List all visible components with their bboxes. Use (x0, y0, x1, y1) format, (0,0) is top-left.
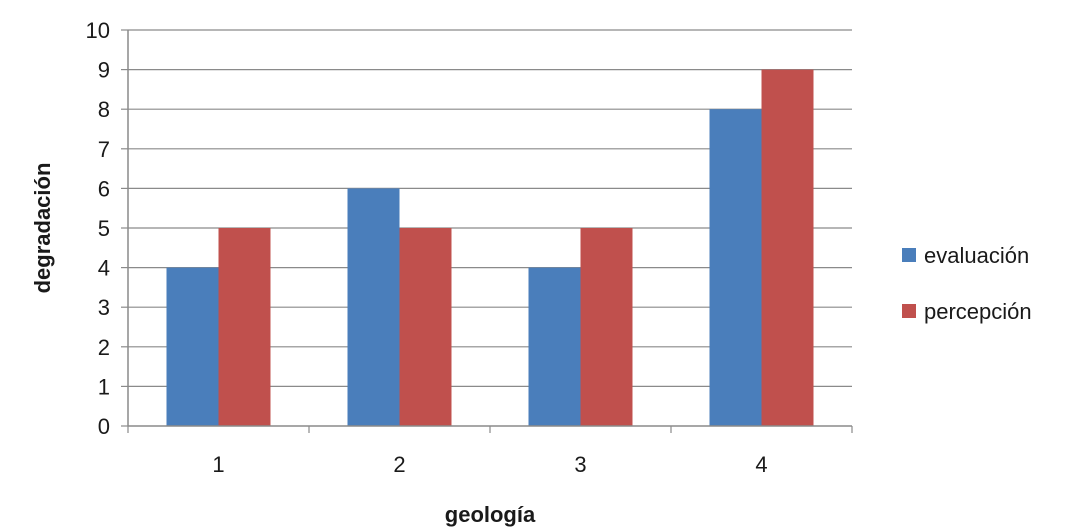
y-tick-label: 2 (98, 335, 110, 360)
x-tick-label: 2 (393, 452, 405, 477)
bar-evaluacion-4 (709, 109, 762, 426)
y-tick-label: 0 (98, 414, 110, 439)
x-tick-label: 3 (574, 452, 586, 477)
bar-percepcion-2 (399, 228, 452, 426)
x-axis-title: geología (445, 502, 536, 527)
bars (166, 69, 814, 426)
y-tick-label: 9 (98, 58, 110, 83)
y-tick-labels: 0 1 2 3 4 5 6 7 8 9 10 (86, 18, 110, 439)
y-tick-label: 5 (98, 216, 110, 241)
bar-evaluacion-3 (528, 267, 581, 426)
x-tick-label: 1 (212, 452, 224, 477)
bar-evaluacion-2 (347, 188, 400, 426)
legend-label-evaluacion: evaluación (924, 243, 1029, 268)
bar-percepcion-1 (218, 228, 271, 426)
y-tick-label: 6 (98, 176, 110, 201)
legend-swatch-evaluacion (902, 248, 916, 262)
x-tick-labels: 1 2 3 4 (127, 426, 853, 477)
x-tick-label: 4 (755, 452, 767, 477)
bar-percepcion-4 (761, 69, 814, 426)
y-axis-title: degradación (30, 163, 55, 294)
y-tick-label: 4 (98, 256, 110, 281)
y-tick-label: 10 (86, 18, 110, 43)
y-tick-label: 8 (98, 97, 110, 122)
y-tick-label: 3 (98, 295, 110, 320)
y-tick-label: 1 (98, 374, 110, 399)
legend-swatch-percepcion (902, 304, 916, 318)
y-tick-label: 7 (98, 137, 110, 162)
bar-evaluacion-1 (166, 267, 219, 426)
legend-label-percepcion: percepción (924, 299, 1032, 324)
legend: evaluación percepción (902, 243, 1032, 324)
bar-percepcion-3 (580, 228, 633, 426)
